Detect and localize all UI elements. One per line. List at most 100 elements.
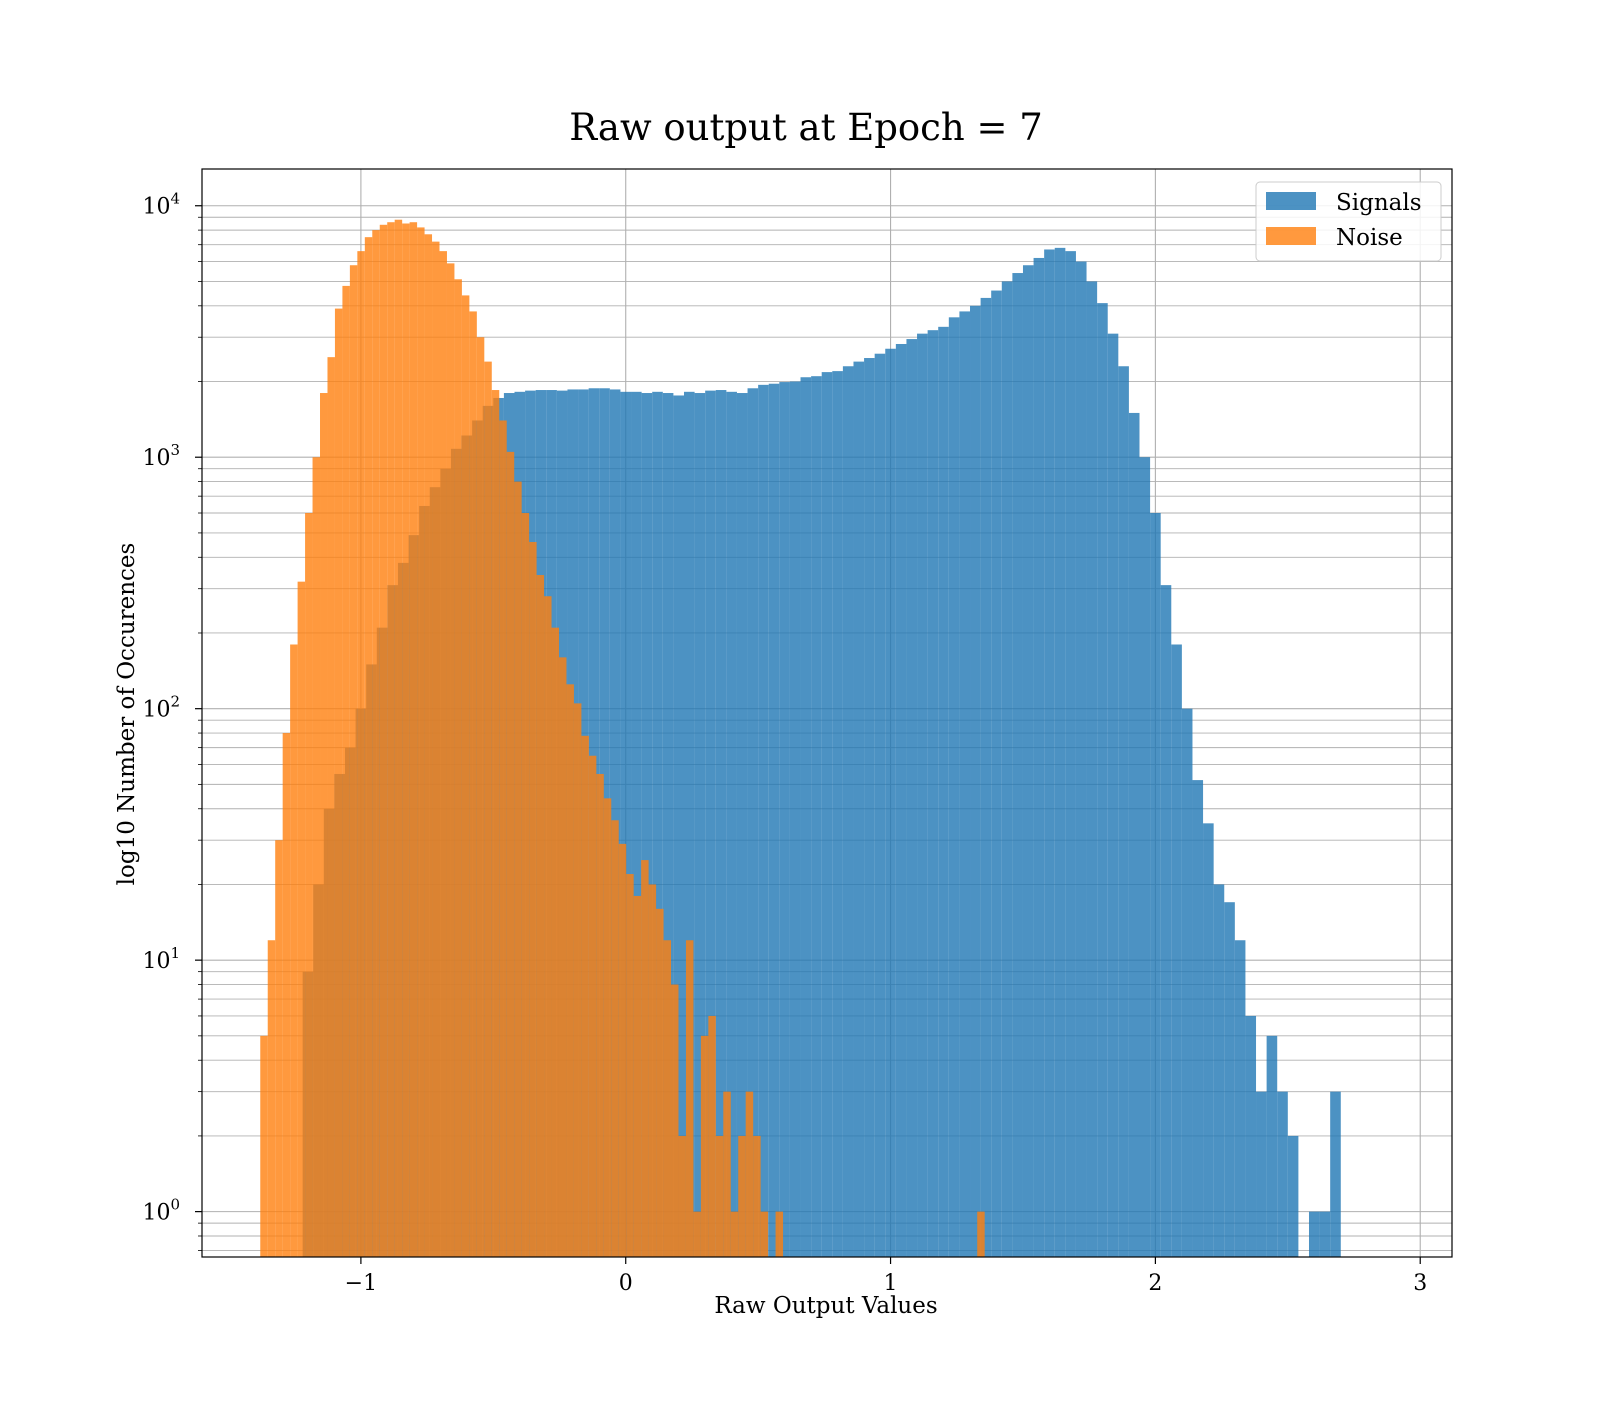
histogram-bar	[736, 393, 748, 1257]
histogram-bar	[1065, 251, 1076, 1258]
histogram-bar	[499, 420, 507, 1257]
histogram-bar	[959, 311, 971, 1257]
y-tick-label: 104	[142, 190, 180, 220]
histogram-bar	[1150, 513, 1161, 1257]
y-tick-label: 101	[142, 944, 180, 974]
histogram-bar	[1086, 281, 1098, 1258]
histogram-bar	[484, 361, 492, 1257]
histogram-bar	[290, 644, 298, 1257]
histogram-bar	[476, 337, 485, 1257]
y-tick-label: 102	[142, 693, 180, 723]
histogram-bar	[1139, 457, 1151, 1257]
histogram-bar	[641, 860, 649, 1257]
histogram-bar	[1054, 247, 1066, 1257]
histogram-bar	[977, 1211, 985, 1257]
histogram-bar	[1203, 823, 1214, 1257]
histogram-bar	[529, 542, 537, 1257]
histogram-bar	[991, 290, 1002, 1257]
histogram-bar	[581, 735, 589, 1257]
histogram-bar	[1245, 1015, 1257, 1257]
histogram-bar	[694, 393, 706, 1257]
histogram-bar	[514, 481, 522, 1257]
histogram-bar	[1033, 257, 1045, 1257]
histogram-bar	[708, 1015, 716, 1257]
histogram-bar	[832, 371, 843, 1257]
histogram-bar	[948, 317, 960, 1257]
y-axis-ticks: 100 101 102 103 104	[142, 190, 202, 1251]
histogram-bar	[558, 657, 567, 1257]
histogram-bar	[1001, 281, 1013, 1258]
histogram-bar	[671, 984, 679, 1257]
histogram-bar	[573, 703, 582, 1257]
histogram-bar	[980, 297, 992, 1257]
legend-label-signals: Signals	[1336, 190, 1422, 216]
plot-frame	[201, 168, 1453, 1258]
histogram-bar	[821, 372, 833, 1258]
histogram-bar	[461, 295, 470, 1257]
histogram-bar	[648, 884, 657, 1257]
histogram-bar	[663, 940, 672, 1257]
histogram-bar	[1022, 265, 1034, 1257]
histogram-bar	[312, 457, 321, 1257]
histogram-bar	[536, 575, 545, 1257]
histogram-bar	[327, 357, 335, 1258]
histogram-bar	[631, 391, 642, 1257]
histogram-bar	[1107, 333, 1119, 1257]
y-tick-label: 103	[142, 441, 180, 471]
x-tick-label: 3	[1413, 1271, 1427, 1296]
histogram-bar	[715, 390, 727, 1257]
histogram-bar	[282, 733, 291, 1257]
histogram-bar	[1097, 303, 1108, 1258]
histogram-bar	[927, 330, 939, 1257]
histogram-bar	[723, 1091, 731, 1257]
histogram-bar	[673, 395, 684, 1258]
histogram-bar	[738, 1135, 746, 1257]
histogram-bar	[611, 820, 619, 1257]
histogram-bar	[745, 1091, 754, 1257]
histogram-bar	[342, 285, 350, 1257]
histogram-bar	[895, 343, 907, 1257]
histogram-bar	[678, 1135, 686, 1257]
histogram-bar	[779, 382, 790, 1257]
histogram-bar	[758, 384, 769, 1257]
y-axis-label: log10 Number of Occurences	[114, 543, 140, 886]
histogram-bar	[693, 1211, 701, 1257]
histogram-bar	[1118, 366, 1129, 1257]
histogram-bar	[656, 908, 664, 1257]
histogram-bar	[1256, 1091, 1267, 1257]
histogram-bar	[685, 940, 694, 1257]
histogram-bar	[753, 1135, 761, 1257]
histogram-bar	[402, 223, 410, 1258]
histogram-bar	[864, 358, 875, 1258]
histogram-bar	[1012, 273, 1023, 1258]
histogram-bar	[618, 843, 627, 1257]
x-tick-label: 2	[1148, 1271, 1162, 1296]
histogram-bar	[775, 1211, 784, 1257]
histogram-bar	[1330, 1091, 1341, 1257]
histogram-bar	[432, 241, 440, 1258]
histogram-bar	[641, 393, 653, 1257]
histogram-bar	[260, 1035, 268, 1257]
histogram-bar	[917, 333, 928, 1257]
histogram-bar	[652, 391, 663, 1257]
histogram-bar	[747, 388, 759, 1258]
histogram-bar	[379, 224, 388, 1258]
histogram-bar	[424, 234, 433, 1257]
series-noise-bars	[260, 219, 985, 1258]
histogram-bar	[906, 339, 918, 1258]
histogram-bar	[760, 1211, 769, 1257]
histogram-bar	[633, 895, 642, 1257]
histogram-bar	[334, 308, 343, 1257]
histogram-bar	[768, 383, 780, 1257]
x-tick-label: 0	[619, 1271, 633, 1296]
histogram-bar	[1308, 1211, 1320, 1257]
histogram-bar	[409, 222, 418, 1258]
histogram-bar	[1234, 940, 1246, 1257]
histogram-bar	[387, 222, 395, 1258]
histogram-bar	[439, 251, 447, 1258]
histogram-bar	[1266, 1035, 1278, 1257]
legend-swatch-signals	[1266, 192, 1316, 210]
histogram-bar	[491, 390, 500, 1257]
histogram-bar	[662, 393, 674, 1257]
histogram-bar	[588, 755, 597, 1257]
